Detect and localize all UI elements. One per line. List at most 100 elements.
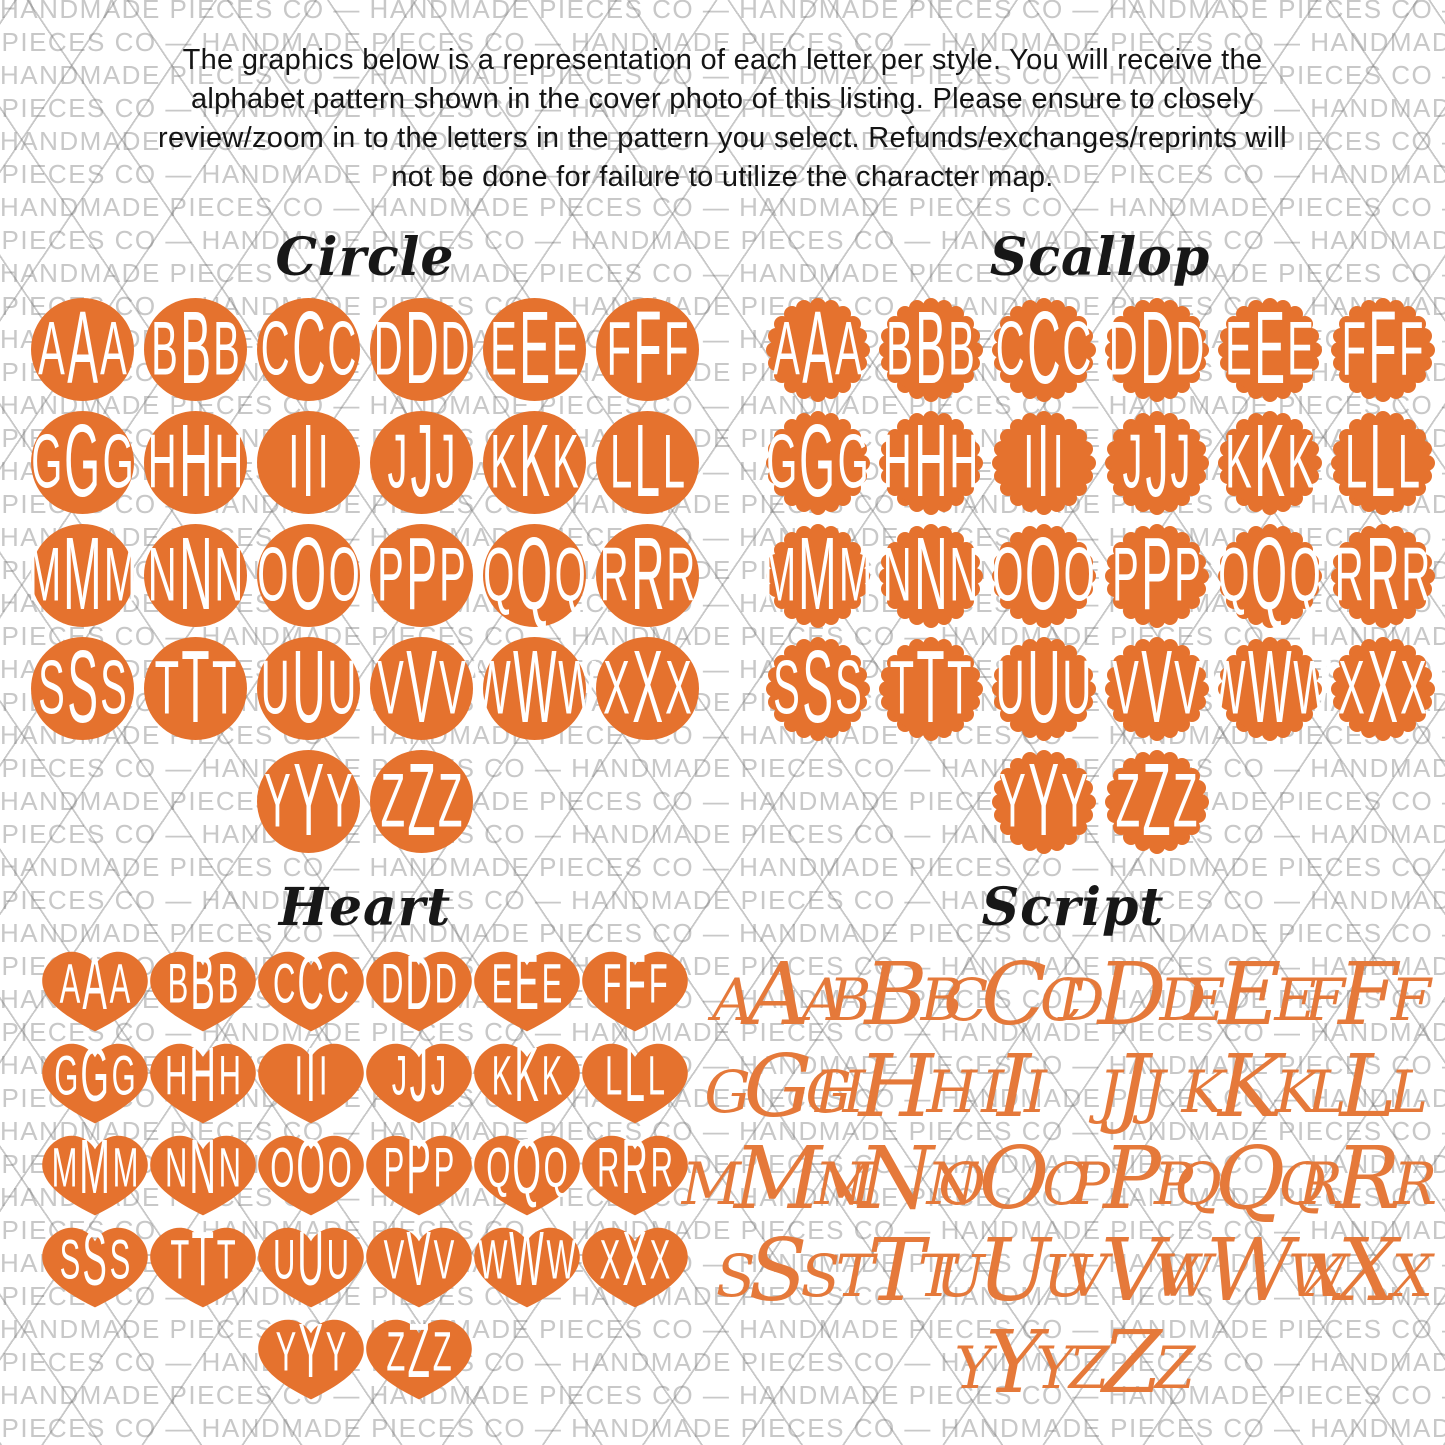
- monogram-letter: Q: [554, 533, 586, 618]
- monogram-letter: P: [406, 1124, 432, 1210]
- monogram-letter: S: [82, 1216, 108, 1302]
- monogram-letter: U: [935, 1242, 985, 1310]
- monogram-letter: F: [1398, 307, 1424, 392]
- monogram-letter: H: [949, 420, 979, 505]
- monogram-letter: V: [1141, 629, 1172, 745]
- monogram-letter: P: [1174, 533, 1201, 618]
- monogram-letter: J: [1098, 1058, 1122, 1126]
- monogram-letter: N: [949, 533, 979, 618]
- heart-shape-icon: [474, 1043, 580, 1124]
- scallop-disc: [998, 756, 1089, 847]
- monogram-letter: R: [1365, 516, 1400, 632]
- monogram-letter: V: [1066, 1242, 1108, 1310]
- monogram-letter: I: [997, 1037, 1031, 1137]
- monogram-letter: J: [1170, 420, 1191, 505]
- monogram-letter: S: [835, 646, 862, 731]
- monogram-letter: F: [648, 951, 668, 1015]
- monogram-letter: E: [552, 307, 579, 392]
- monogram-letter: P: [439, 533, 466, 618]
- monogram-letter: I: [981, 1058, 1004, 1126]
- monogram-letter: E: [541, 951, 563, 1015]
- monogram-letter: Q: [1289, 533, 1321, 618]
- monogram-letter: R: [666, 533, 696, 618]
- scallop-disc: [772, 304, 863, 395]
- monogram-letter: R: [630, 516, 665, 632]
- monogram-letter: S: [67, 629, 98, 745]
- scallop-disc: [998, 304, 1089, 395]
- monogram-letter: G: [837, 420, 869, 505]
- scallop-disc: [885, 643, 976, 734]
- monogram-letter: H: [214, 420, 244, 505]
- monogram-letter: N: [189, 1124, 217, 1210]
- monogram-letter: Q: [486, 1135, 511, 1199]
- disclaimer-line: not be done for failure to utilize the c…: [391, 161, 1054, 193]
- monogram-letter: P: [433, 1135, 455, 1199]
- monogram-letter: V: [406, 1216, 432, 1302]
- heart-shape-icon: [474, 1135, 580, 1216]
- monogram-letter: N: [178, 516, 213, 632]
- monogram-letter: D: [1097, 945, 1167, 1045]
- scallop-style-title: Scallop: [989, 227, 1211, 288]
- monogram-letter: G: [54, 1043, 79, 1107]
- heart-shape-icon: [258, 951, 364, 1032]
- monogram-letter: Z: [1102, 1313, 1162, 1413]
- monogram-letter: M: [681, 1150, 741, 1218]
- monogram-letter: I: [1023, 420, 1035, 505]
- monogram-letter: B: [828, 966, 872, 1034]
- monogram-letter: A: [38, 307, 65, 392]
- monogram-letter: I: [318, 1043, 328, 1107]
- monogram-letter: B: [213, 307, 240, 392]
- monogram-letter: T: [946, 646, 972, 731]
- monogram-letter: U: [272, 1227, 296, 1291]
- watermark-line: HANDMADE PIECES CO — HANDMADE PIECES CO …: [0, 224, 1445, 257]
- watermark-line: HANDMADE PIECES CO — HANDMADE PIECES CO …: [0, 0, 1445, 26]
- monogram-letter: B: [151, 307, 178, 392]
- scallop-disc: [1111, 530, 1202, 621]
- monogram-letter: S: [715, 1242, 756, 1310]
- monogram-letter: R: [621, 1124, 649, 1210]
- monogram-letter: L: [647, 1043, 665, 1107]
- heart-shape-icon: [474, 951, 580, 1032]
- monogram-letter: R: [1335, 1129, 1401, 1229]
- monogram-letter: S: [59, 1227, 81, 1291]
- circle-style-title: Circle: [275, 227, 455, 288]
- heart-shape-icon: [150, 1227, 256, 1308]
- monogram-letter: Z: [386, 1319, 406, 1383]
- monogram-letter: W: [1205, 1221, 1295, 1321]
- monogram-letter: H: [164, 1043, 188, 1107]
- monogram-letter: A: [59, 951, 81, 1015]
- monogram-letter: W: [1207, 646, 1246, 731]
